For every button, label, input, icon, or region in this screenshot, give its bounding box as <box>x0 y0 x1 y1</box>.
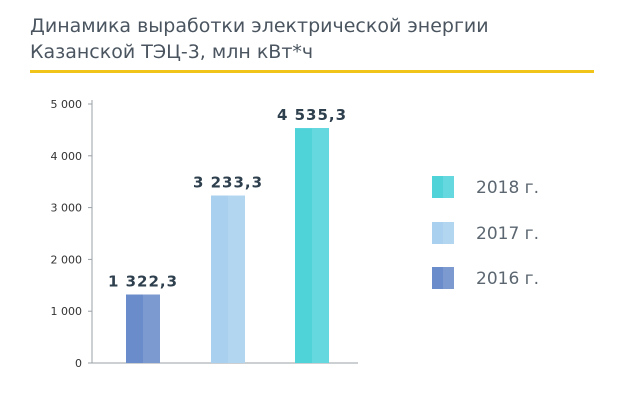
legend-swatch-highlight <box>443 267 454 289</box>
chart-title: Динамика выработки электрической энергии… <box>30 13 590 65</box>
y-tick-label: 2 000 <box>51 253 83 266</box>
y-tick-label: 3 000 <box>51 202 83 215</box>
bar-highlight <box>228 195 245 363</box>
y-tick-label: 5 000 <box>51 98 83 111</box>
legend-label: 2016 г. <box>476 269 539 289</box>
chart-title-line-2: Казанской ТЭЦ-3, млн кВт*ч <box>30 41 314 63</box>
legend-swatch-highlight <box>443 176 454 198</box>
y-tick-label: 0 <box>75 357 82 370</box>
legend-label: 2018 г. <box>476 178 539 198</box>
legend-label: 2017 г. <box>476 224 539 244</box>
data-label: 1 322,3 <box>108 273 178 291</box>
bar-highlight <box>143 294 160 363</box>
legend-swatch-highlight <box>443 222 454 244</box>
data-label: 3 233,3 <box>193 174 263 192</box>
bar-highlight <box>312 128 329 363</box>
chart-title-line-1: Динамика выработки электрической энергии <box>30 15 489 37</box>
data-label: 4 535,3 <box>277 106 347 124</box>
title-underline <box>30 70 594 73</box>
y-tick-label: 4 000 <box>51 150 83 163</box>
y-tick-label: 1 000 <box>51 305 83 318</box>
